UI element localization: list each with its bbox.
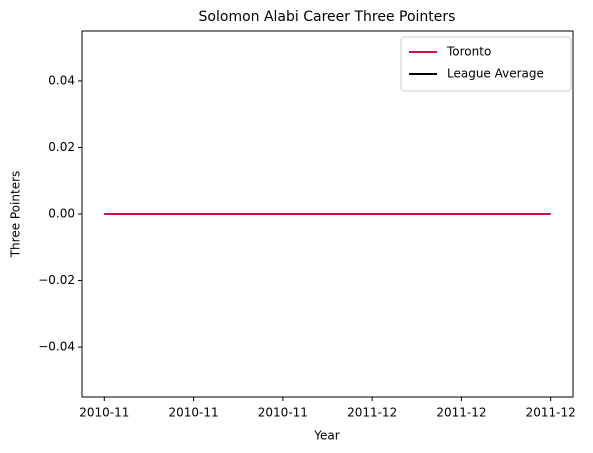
y-axis-label: Three Pointers (9, 171, 23, 259)
x-tick-label: 2010-11 (79, 406, 129, 420)
y-tick-label: −0.04 (38, 340, 75, 354)
x-tick-label: 2011-12 (347, 406, 397, 420)
plot-frame (81, 30, 574, 398)
y-tick-label: 0.02 (48, 140, 75, 154)
x-tick-label: 2011-12 (526, 406, 576, 420)
x-tick-label: 2010-11 (258, 406, 308, 420)
legend-box (400, 36, 572, 92)
y-tick-label: 0.00 (48, 207, 75, 221)
x-axis-label: Year (313, 429, 339, 443)
x-tick-label: 2010-11 (169, 406, 219, 420)
y-tick-label: −0.02 (38, 273, 75, 287)
x-tick-label: 2011-12 (436, 406, 486, 420)
legend-label: Toronto (446, 45, 491, 59)
chart-title: Solomon Alabi Career Three Pointers (199, 9, 456, 25)
legend-label: League Average (447, 67, 544, 81)
y-tick-label: 0.04 (48, 73, 75, 87)
